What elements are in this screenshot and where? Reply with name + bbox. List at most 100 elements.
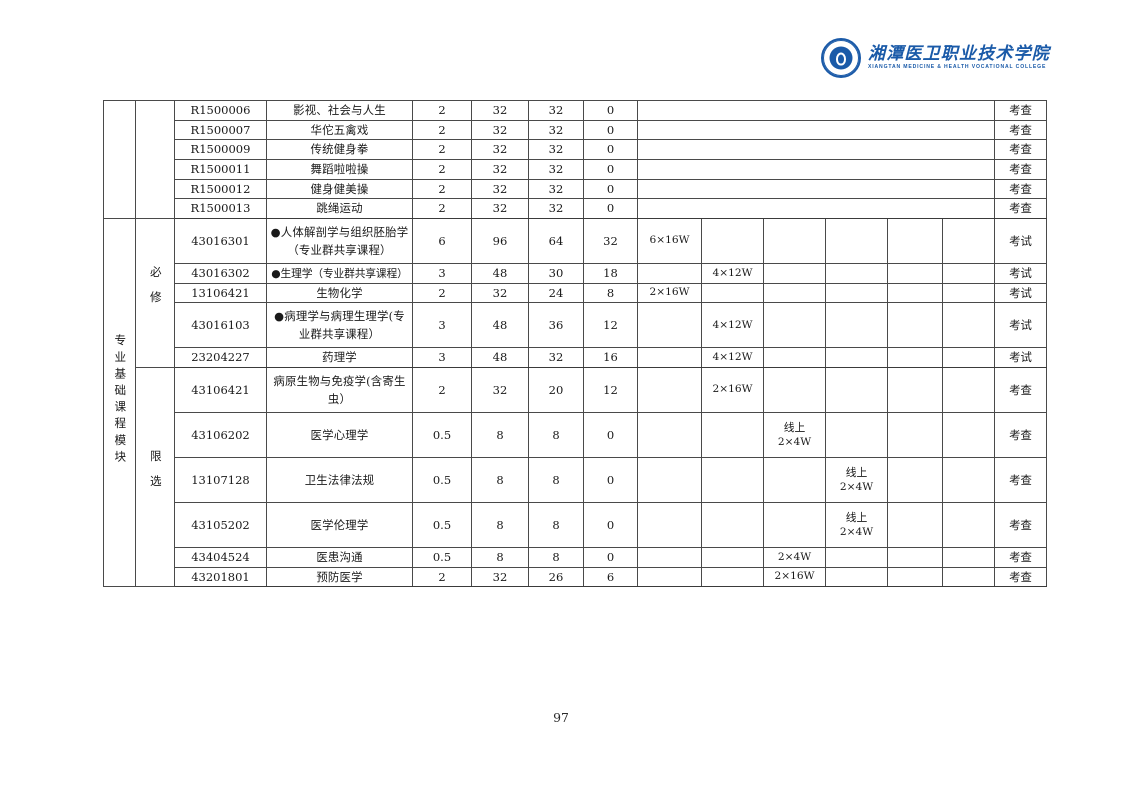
table-row: R1500011 舞蹈啦啦操 2 32 32 0 考查 <box>104 159 1048 180</box>
total-hours: 8 <box>471 502 529 549</box>
course-code: 43105202 <box>174 502 267 549</box>
practice-hours: 0 <box>583 198 638 220</box>
table-row: 43201801 预防医学 2 32 26 6 2×16W 考查 <box>104 566 1048 588</box>
semester-6 <box>941 367 996 414</box>
semester-5 <box>887 367 943 414</box>
semester-6 <box>941 566 996 588</box>
course-code: R1500007 <box>174 119 267 141</box>
course-code: R1500013 <box>174 198 267 220</box>
course-name: ●人体解剖学与组织胚胎学（专业群共享课程） <box>266 218 413 265</box>
course-code: 13107128 <box>174 457 267 504</box>
assessment-type: 考查 <box>994 100 1048 121</box>
semester-4 <box>825 302 888 349</box>
category-label-required: 必修 <box>135 218 175 369</box>
page-number: 97 <box>553 710 569 725</box>
course-name: ●生理学（专业群共享课程） <box>266 263 413 284</box>
semester-4 <box>825 547 888 568</box>
module-label-professional-basic: 专业基础课程模块 <box>103 218 136 588</box>
semester-2 <box>701 457 764 504</box>
course-code: 43016103 <box>174 302 267 349</box>
assessment-type: 考查 <box>994 159 1048 180</box>
course-name: 华佗五禽戏 <box>266 119 413 141</box>
assessment-type: 考查 <box>994 502 1048 549</box>
credits: 2 <box>412 566 472 588</box>
course-code: 43106202 <box>174 412 267 459</box>
semester-3 <box>763 367 826 414</box>
online-label: 线上 <box>845 510 868 524</box>
assessment-type: 考查 <box>994 198 1048 220</box>
semester-3 <box>763 282 826 304</box>
semester-3 <box>763 302 826 349</box>
practice-hours: 0 <box>583 178 638 200</box>
course-code: R1500011 <box>174 159 267 180</box>
course-name: 跳绳运动 <box>266 198 413 220</box>
practice-hours: 8 <box>583 282 638 304</box>
practice-hours: 0 <box>583 412 638 459</box>
assessment-type: 考查 <box>994 566 1048 588</box>
semester-6 <box>941 263 996 284</box>
curriculum-table: R1500006 影视、社会与人生 2 32 32 0 考查 R1500007 … <box>103 99 1048 588</box>
assessment-type: 考查 <box>994 367 1048 414</box>
theory-hours: 20 <box>528 367 584 414</box>
logo-wordmark: 湘潭医卫职业技术学院 XIANGTAN MEDICINE & HEALTH VO… <box>868 43 1050 71</box>
total-hours: 32 <box>471 119 529 141</box>
assessment-type: 考试 <box>994 218 1048 265</box>
theory-hours: 26 <box>528 566 584 588</box>
semester-6 <box>941 502 996 549</box>
semester-1 <box>637 457 702 504</box>
practice-hours: 0 <box>583 139 638 161</box>
module-label-continued <box>103 99 136 220</box>
semester-6 <box>941 412 996 459</box>
semester-2 <box>701 547 764 568</box>
course-code: 23204227 <box>174 347 267 369</box>
semester-6 <box>941 347 996 369</box>
table-row: 13107128 卫生法律法规 0.5 8 8 0 线上 2×4W 考查 <box>104 457 1048 504</box>
theory-hours: 32 <box>528 100 584 121</box>
course-name: 医学伦理学 <box>266 502 413 549</box>
semester-1 <box>637 566 702 588</box>
semester-2: 2×16W <box>701 367 764 414</box>
total-hours: 32 <box>471 139 529 161</box>
semester-3 <box>763 218 826 265</box>
table-row: 43016103 ●病理学与病理生理学(专业群共享课程） 3 48 36 12 … <box>104 302 1048 349</box>
total-hours: 32 <box>471 566 529 588</box>
total-hours: 48 <box>471 263 529 284</box>
credits: 3 <box>412 302 472 349</box>
total-hours: 32 <box>471 159 529 180</box>
online-label: 线上 <box>783 420 806 434</box>
table-row: R1500007 华佗五禽戏 2 32 32 0 考查 <box>104 119 1048 141</box>
credits: 2 <box>412 139 472 161</box>
assessment-type: 考试 <box>994 282 1048 304</box>
semester-3 <box>763 347 826 369</box>
course-code: 43106421 <box>174 367 267 414</box>
credits: 0.5 <box>412 457 472 504</box>
logo-chinese-name: 湘潭医卫职业技术学院 <box>868 43 1050 64</box>
practice-hours: 12 <box>583 367 638 414</box>
credits: 0.5 <box>412 547 472 568</box>
theory-hours: 32 <box>528 347 584 369</box>
semester-2 <box>701 502 764 549</box>
total-hours: 32 <box>471 282 529 304</box>
course-name: 医患沟通 <box>266 547 413 568</box>
practice-hours: 18 <box>583 263 638 284</box>
credits: 6 <box>412 218 472 265</box>
table-row: 限选 43106421 病原生物与免疫学(含寄生虫） 2 32 20 12 2×… <box>104 367 1048 588</box>
semester-3 <box>763 263 826 284</box>
practice-hours: 0 <box>583 457 638 504</box>
assessment-type: 考查 <box>994 547 1048 568</box>
practice-hours: 0 <box>583 159 638 180</box>
semester-1 <box>637 263 702 284</box>
institution-logo: 湘潭医卫职业技术学院 XIANGTAN MEDICINE & HEALTH VO… <box>821 38 1050 78</box>
table-row: R1500012 健身健美操 2 32 32 0 考查 <box>104 178 1048 200</box>
course-name: 健身健美操 <box>266 178 413 200</box>
semester-5 <box>887 566 943 588</box>
credits: 2 <box>412 178 472 200</box>
credits: 0.5 <box>412 502 472 549</box>
semester-span-blank <box>636 139 996 161</box>
semester-6 <box>941 302 996 349</box>
semester-2: 4×12W <box>701 302 764 349</box>
category-label-text: 必修 <box>148 265 163 316</box>
semester-1: 2×16W <box>637 282 702 304</box>
course-name: 生物化学 <box>266 282 413 304</box>
practice-hours: 0 <box>583 502 638 549</box>
